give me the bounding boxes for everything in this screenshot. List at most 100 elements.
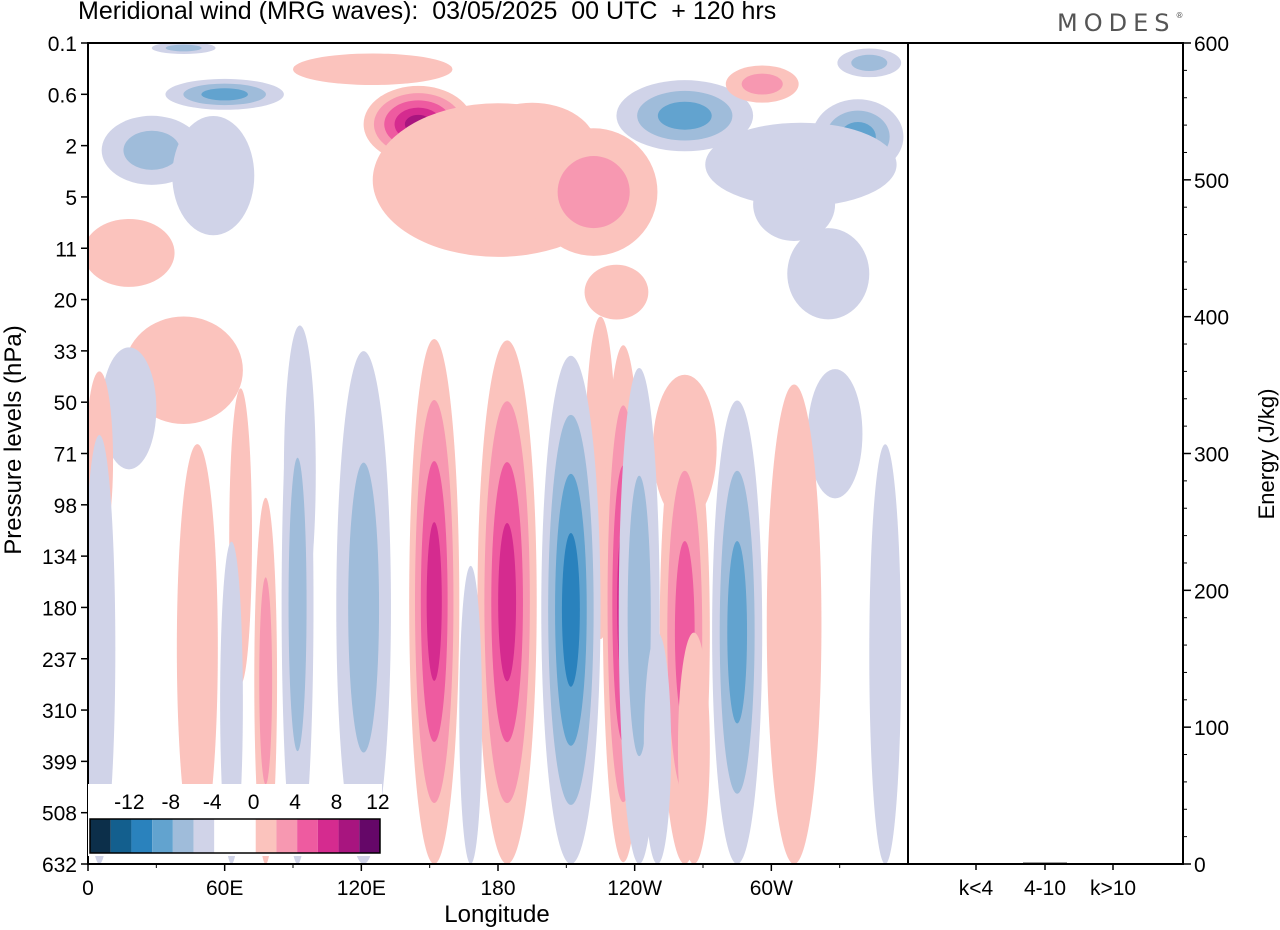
energy-axis: 0 100 200 300 400 500 600 — [1183, 33, 1229, 877]
energy-tick-label: 200 — [1194, 580, 1229, 603]
colorbar-swatch — [193, 819, 215, 853]
colorbar-swatch — [338, 819, 360, 853]
colorbar-swatch — [276, 819, 298, 853]
colorbar-swatch — [297, 819, 318, 853]
colorbar-swatch — [235, 819, 256, 853]
positive-wind-contour — [498, 523, 517, 682]
x-axis-title: Longitude — [444, 901, 549, 928]
colorbar-swatch — [131, 819, 153, 853]
negative-wind-contour — [459, 565, 483, 864]
wind-contours — [88, 43, 904, 864]
negative-wind-contour — [787, 228, 870, 320]
pressure-tick-label: 5 — [65, 187, 77, 210]
colorbar-label: 12 — [366, 791, 389, 814]
pressure-tick-label: 33 — [54, 341, 77, 364]
negative-wind-contour — [851, 54, 888, 71]
pressure-tick-label: 180 — [42, 597, 77, 620]
colorbar: -12 -8 -4 0 4 8 12 — [88, 784, 390, 856]
energy-category-label: k<4 — [959, 877, 994, 900]
energy-tick-label: 500 — [1194, 170, 1229, 193]
colorbar-swatch — [317, 819, 339, 853]
negative-wind-contour — [172, 116, 255, 236]
negative-wind-contour — [288, 457, 307, 752]
energy-bar — [1023, 862, 1067, 864]
longitude-tick-label: 60W — [750, 877, 793, 900]
longitude-tick-label: 120E — [337, 877, 386, 900]
colorbar-label: 4 — [289, 791, 301, 814]
positive-wind-contour — [557, 156, 630, 229]
colorbar-swatch — [359, 819, 380, 853]
brand-registered-mark: ® — [1175, 11, 1184, 20]
colorbar-label: -12 — [114, 791, 144, 814]
colorbar-frame — [89, 818, 381, 854]
negative-wind-contour — [88, 435, 116, 864]
colorbar-swatch — [110, 819, 132, 853]
pressure-tick-label: 98 — [54, 495, 77, 518]
positive-wind-contour — [259, 577, 273, 785]
pressure-tick-label: 399 — [42, 751, 77, 774]
negative-wind-contour — [561, 533, 580, 687]
wind-field — [88, 43, 904, 864]
longitude-axis: 0 60E 120E 180 120W 60W — [82, 864, 841, 900]
negative-wind-contour — [705, 122, 897, 207]
negative-wind-contour — [807, 369, 863, 499]
negative-wind-contour — [657, 101, 712, 130]
energy-tick-label: 600 — [1194, 33, 1229, 56]
energy-tick-label: 300 — [1194, 444, 1229, 467]
pressure-tick-label: 50 — [54, 392, 77, 415]
energy-plot-frame — [907, 42, 1184, 865]
positive-wind-contour — [176, 444, 218, 853]
colorbar-label: -4 — [203, 791, 222, 814]
colorbar-swatch — [172, 819, 194, 853]
energy-tick-label: 400 — [1194, 307, 1229, 330]
energy-tick-label: 100 — [1194, 717, 1229, 740]
colorbar-label: -8 — [161, 791, 180, 814]
pressure-tick-label: 2 — [65, 136, 77, 159]
negative-wind-contour — [101, 347, 157, 470]
colorbar-label: 8 — [331, 791, 343, 814]
pressure-axis: 0.1 0.6 2 5 11 20 33 50 71 98 134 180 237 310 399 508 63… — [42, 33, 88, 877]
negative-wind-contour — [727, 540, 748, 724]
energy-category-label: 4-10 — [1024, 877, 1066, 900]
negative-wind-contour — [165, 44, 202, 52]
pressure-tick-label: 508 — [42, 803, 77, 826]
negative-wind-contour — [220, 541, 243, 864]
negative-wind-contour — [753, 167, 836, 241]
negative-wind-contour — [643, 632, 672, 864]
positive-wind-contour — [426, 522, 442, 681]
pressure-tick-label: 310 — [42, 700, 77, 723]
longitude-tick-label: 0 — [82, 877, 94, 900]
brand-text: MODES — [1057, 9, 1176, 37]
positive-wind-contour — [293, 53, 453, 85]
energy-axis-title: Energy (J/kg) — [1254, 389, 1279, 520]
longitude-tick-label: 180 — [480, 877, 515, 900]
colorbar-swatch — [255, 819, 277, 853]
pressure-tick-label: 11 — [55, 238, 77, 261]
negative-wind-contour — [201, 88, 248, 101]
pressure-tick-label: 632 — [42, 854, 77, 877]
pressure-tick-label: 134 — [42, 546, 77, 569]
positive-wind-contour — [88, 218, 175, 287]
pressure-tick-label: 237 — [42, 649, 77, 672]
colorbar-swatch — [90, 819, 111, 853]
colorbar-swatch — [214, 819, 235, 853]
negative-wind-contour — [869, 444, 902, 864]
brand-logo: MODES® — [1057, 9, 1183, 37]
pressure-tick-label: 0.1 — [48, 33, 77, 56]
positive-wind-contour — [677, 632, 710, 864]
pressure-tick-label: 71 — [54, 444, 77, 467]
positive-wind-contour — [741, 73, 783, 95]
colorbar-swatch — [152, 819, 173, 853]
negative-wind-contour — [627, 475, 651, 757]
energy-bar — [1091, 863, 1135, 865]
negative-wind-contour — [348, 462, 380, 753]
negative-wind-contour — [123, 130, 181, 170]
positive-wind-contour — [584, 264, 649, 320]
longitude-tick-label: 120W — [607, 877, 662, 900]
chart-title: Meridional wind (MRG waves): 03/05/2025 … — [78, 0, 777, 25]
energy-tick-label: 0 — [1194, 854, 1206, 877]
energy-category-label: k>10 — [1090, 877, 1136, 900]
positive-wind-contour — [766, 384, 822, 864]
longitude-tick-label: 60E — [206, 877, 243, 900]
